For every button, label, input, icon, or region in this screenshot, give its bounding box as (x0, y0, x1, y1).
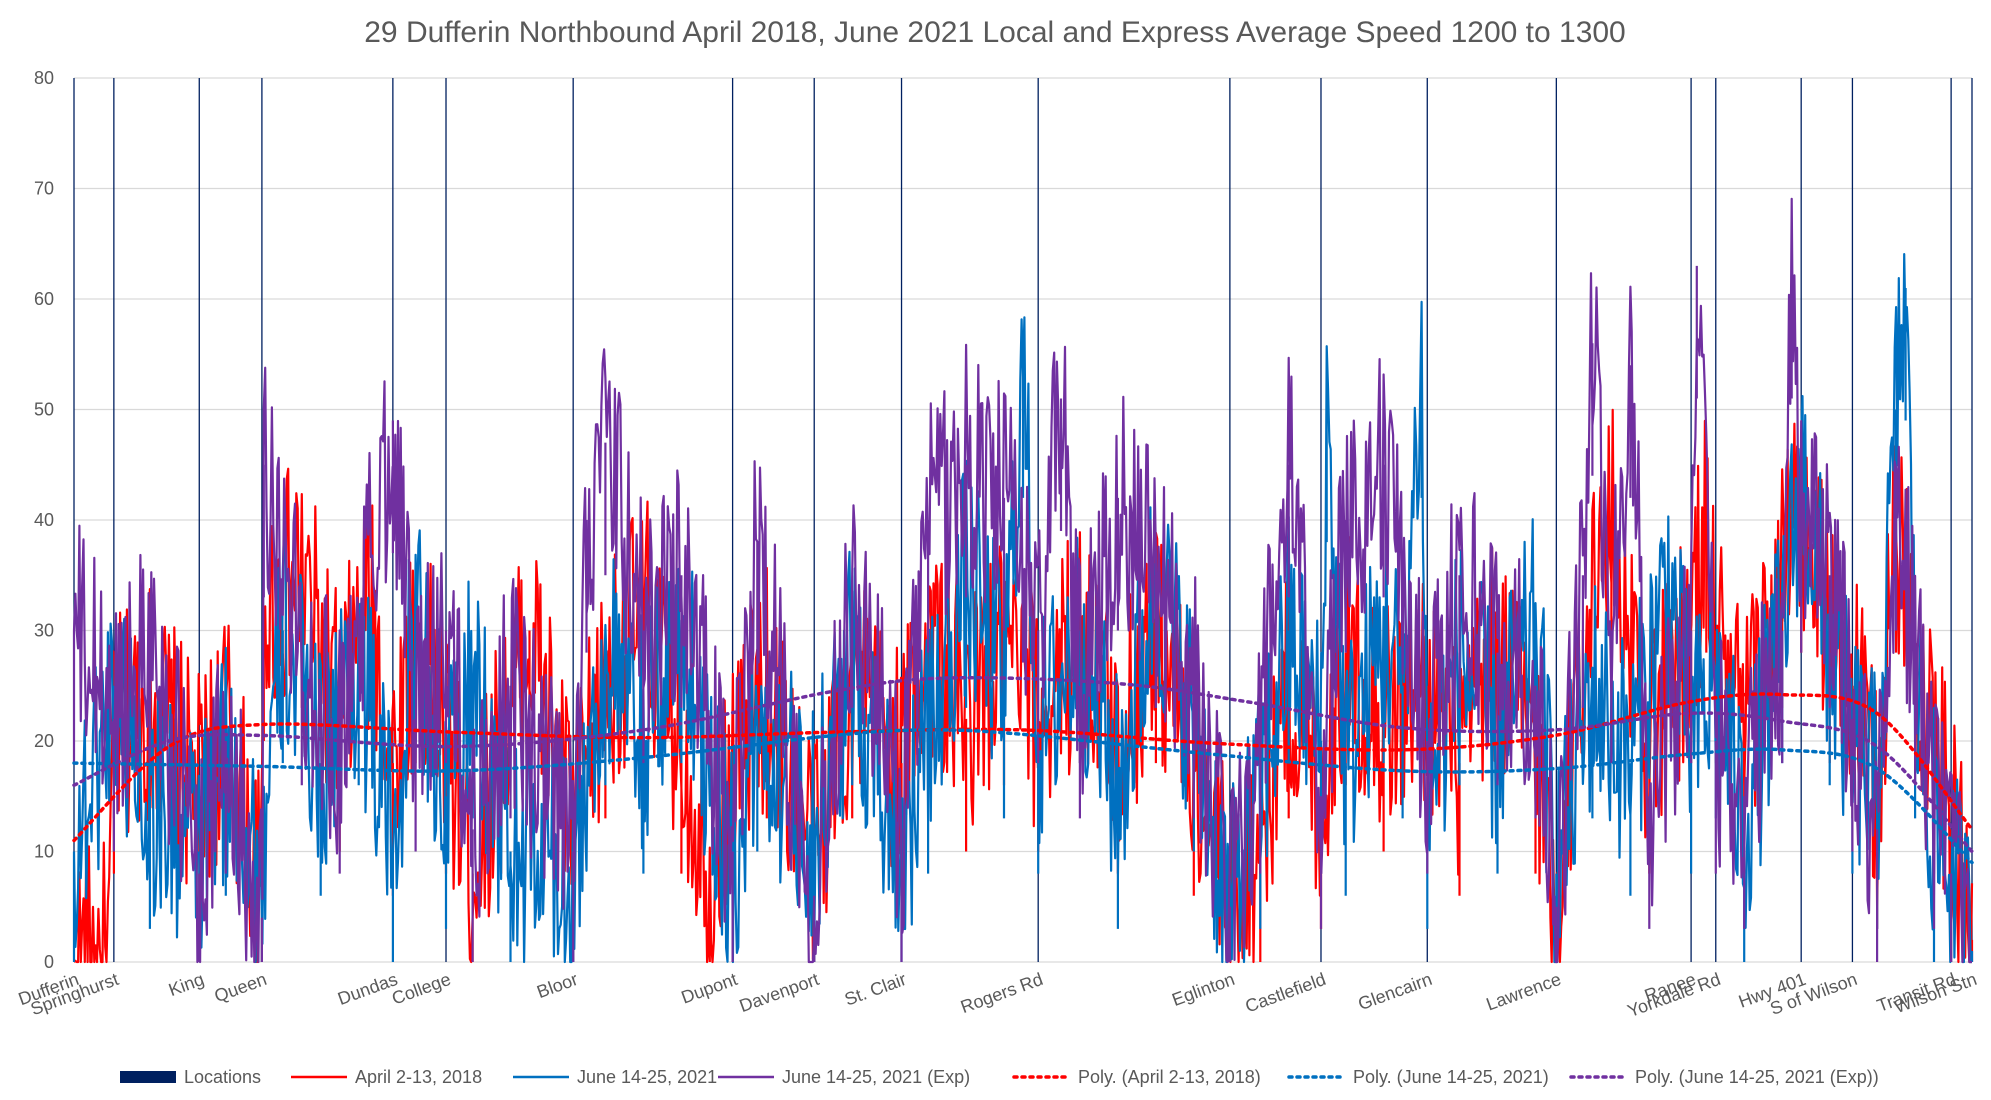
location-label: Bloor (534, 969, 580, 1002)
y-tick-label: 30 (34, 621, 54, 641)
y-axis-ticks: 0 10 20 30 40 50 60 70 80 (34, 68, 54, 972)
legend-label: April 2-13, 2018 (355, 1067, 482, 1087)
y-tick-label: 20 (34, 731, 54, 751)
location-label: Queen (212, 969, 270, 1006)
series-line (72, 197, 1972, 964)
y-tick-label: 70 (34, 179, 54, 199)
y-tick-label: 0 (44, 952, 54, 972)
data-series (72, 197, 1974, 964)
legend-label: Poly. (April 2-13, 2018) (1078, 1067, 1261, 1087)
location-label: Dupont (679, 969, 740, 1008)
legend-label: Poly. (June 14-25, 2021) (1353, 1067, 1549, 1087)
y-tick-label: 60 (34, 289, 54, 309)
legend: Locations April 2-13, 2018 June 14-25, 202… (120, 1067, 1879, 1087)
location-label: King (166, 969, 207, 1000)
location-label: Glencairn (1355, 969, 1434, 1014)
trendline (72, 675, 1974, 854)
y-tick-label: 40 (34, 510, 54, 530)
legend-label: June 14-25, 2021 (Exp) (782, 1067, 970, 1087)
location-label: St. Clair (842, 969, 909, 1010)
legend-label: Poly. (June 14-25, 2021 (Exp)) (1635, 1067, 1879, 1087)
trendlines (72, 675, 1974, 865)
location-label: Rogers Rd (958, 969, 1046, 1017)
trendline (72, 728, 1974, 865)
legend-label: June 14-25, 2021 (577, 1067, 717, 1087)
legend-swatch (120, 1071, 176, 1083)
chart-title: 29 Dufferin Northbound April 2018, June … (364, 16, 1626, 49)
location-label: College (389, 969, 453, 1009)
gridlines (74, 77, 1972, 963)
y-tick-label: 50 (34, 400, 54, 420)
location-label: Davenport (737, 969, 822, 1016)
trendline (72, 692, 1974, 843)
y-tick-label: 80 (34, 68, 54, 88)
y-tick-label: 10 (34, 842, 54, 862)
legend-label: Locations (184, 1067, 261, 1087)
location-label: Castlefield (1243, 969, 1329, 1017)
location-label: Eglinton (1169, 969, 1237, 1010)
location-label: Lawrence (1484, 969, 1564, 1014)
